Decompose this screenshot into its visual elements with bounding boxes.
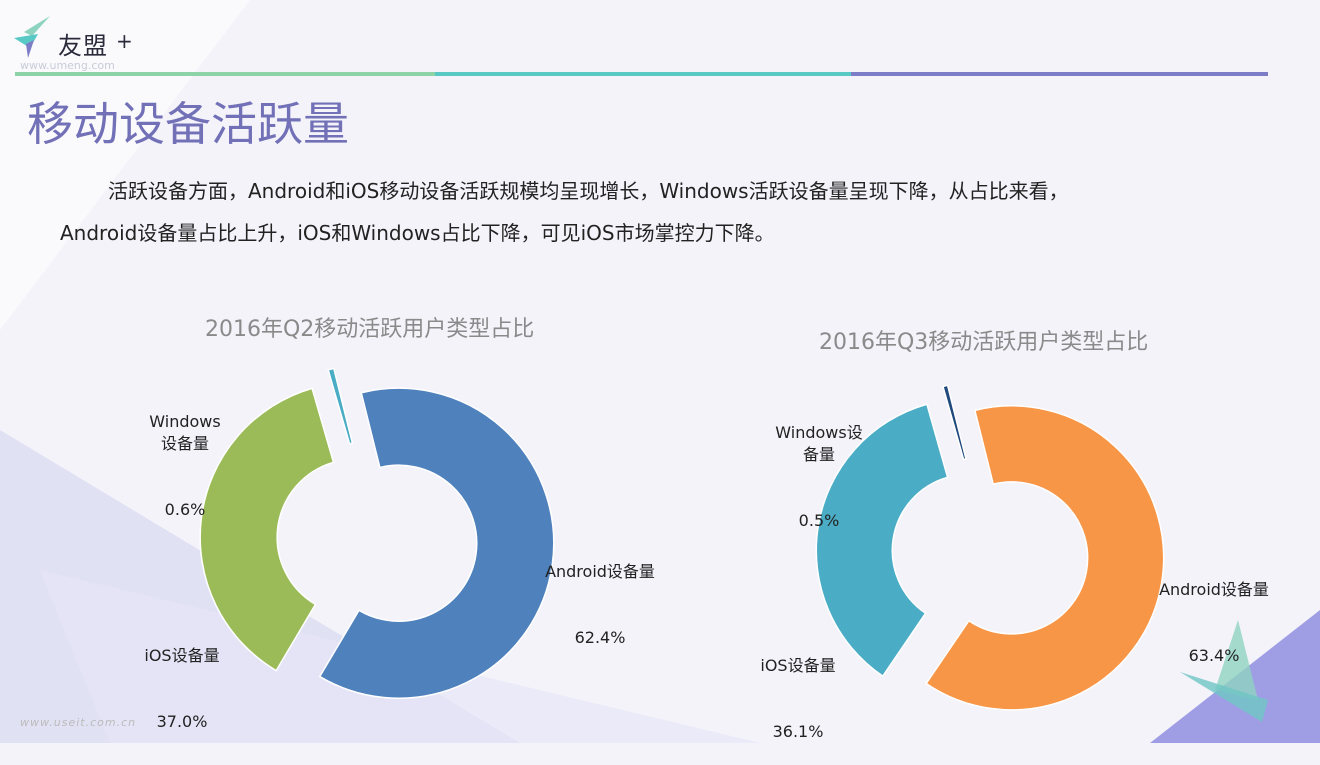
chart-q3-title: 2016年Q3移动活跃用户类型占比	[819, 330, 1149, 355]
logo-url: www.umeng.com	[20, 59, 115, 72]
chart-q2-slice-ios	[199, 387, 335, 672]
chart-q3-label-ios-name: iOS设备量	[760, 656, 836, 675]
chart-q3-label-android-value: 63.4%	[1188, 646, 1240, 665]
logo-plus: +	[116, 29, 133, 53]
watermark: www.useit.com.cn	[20, 716, 137, 729]
description-paragraph: 活跃设备方面，Android和iOS移动设备活跃规模均呈现增长，Windows活…	[60, 170, 1280, 254]
chart-q3-label-ios: iOS设备量 36.1%	[738, 611, 858, 765]
chart-q3-slice-ios	[815, 403, 949, 678]
umeng-logo-icon	[14, 16, 50, 58]
chart-q2-title: 2016年Q2移动活跃用户类型占比	[205, 317, 535, 342]
header-bar-green	[15, 72, 435, 76]
header-bar-purple	[851, 72, 1268, 76]
chart-q2-label-windows-name: Windows设备量	[149, 412, 221, 453]
chart-q2-label-ios-name: iOS设备量	[144, 646, 220, 665]
description-line-1: 活跃设备方面，Android和iOS移动设备活跃规模均呈现增长，Windows活…	[108, 179, 1069, 203]
chart-q3-slice-windows	[942, 384, 967, 461]
chart-q2-label-android: Android设备量 62.4%	[540, 517, 660, 671]
description-line-2: Android设备量占比上升，iOS和Windows占比下降，可见iOS市场掌控…	[60, 221, 775, 245]
chart-q3-label-windows-name: Windows设备量	[775, 423, 863, 464]
header-bar-teal	[435, 72, 851, 76]
chart-q2-slice-android	[318, 387, 555, 699]
chart-q2-slice-windows	[327, 367, 354, 445]
chart-q3-label-android: Android设备量 63.4%	[1154, 535, 1274, 689]
chart-q3-label-ios-value: 36.1%	[772, 722, 824, 741]
chart-q2-label-ios: iOS设备量 37.0%	[122, 601, 242, 755]
page-title: 移动设备活跃量	[27, 97, 349, 151]
chart-q3-label-windows: Windows设备量 0.5%	[764, 378, 874, 554]
chart-q2-label-windows-value: 0.6%	[164, 500, 206, 519]
chart-q3-slice-android	[925, 405, 1165, 711]
chart-q3-label-windows-value: 0.5%	[798, 511, 840, 530]
donut-charts	[199, 367, 1165, 711]
logo-text: 友盟	[58, 32, 108, 60]
chart-q2-label-windows: Windows设备量 0.6%	[130, 367, 240, 543]
chart-q2-label-ios-value: 37.0%	[156, 712, 208, 731]
chart-q3-label-android-name: Android设备量	[1159, 580, 1269, 599]
chart-q2-label-android-value: 62.4%	[574, 628, 626, 647]
chart-q2-label-android-name: Android设备量	[545, 562, 655, 581]
